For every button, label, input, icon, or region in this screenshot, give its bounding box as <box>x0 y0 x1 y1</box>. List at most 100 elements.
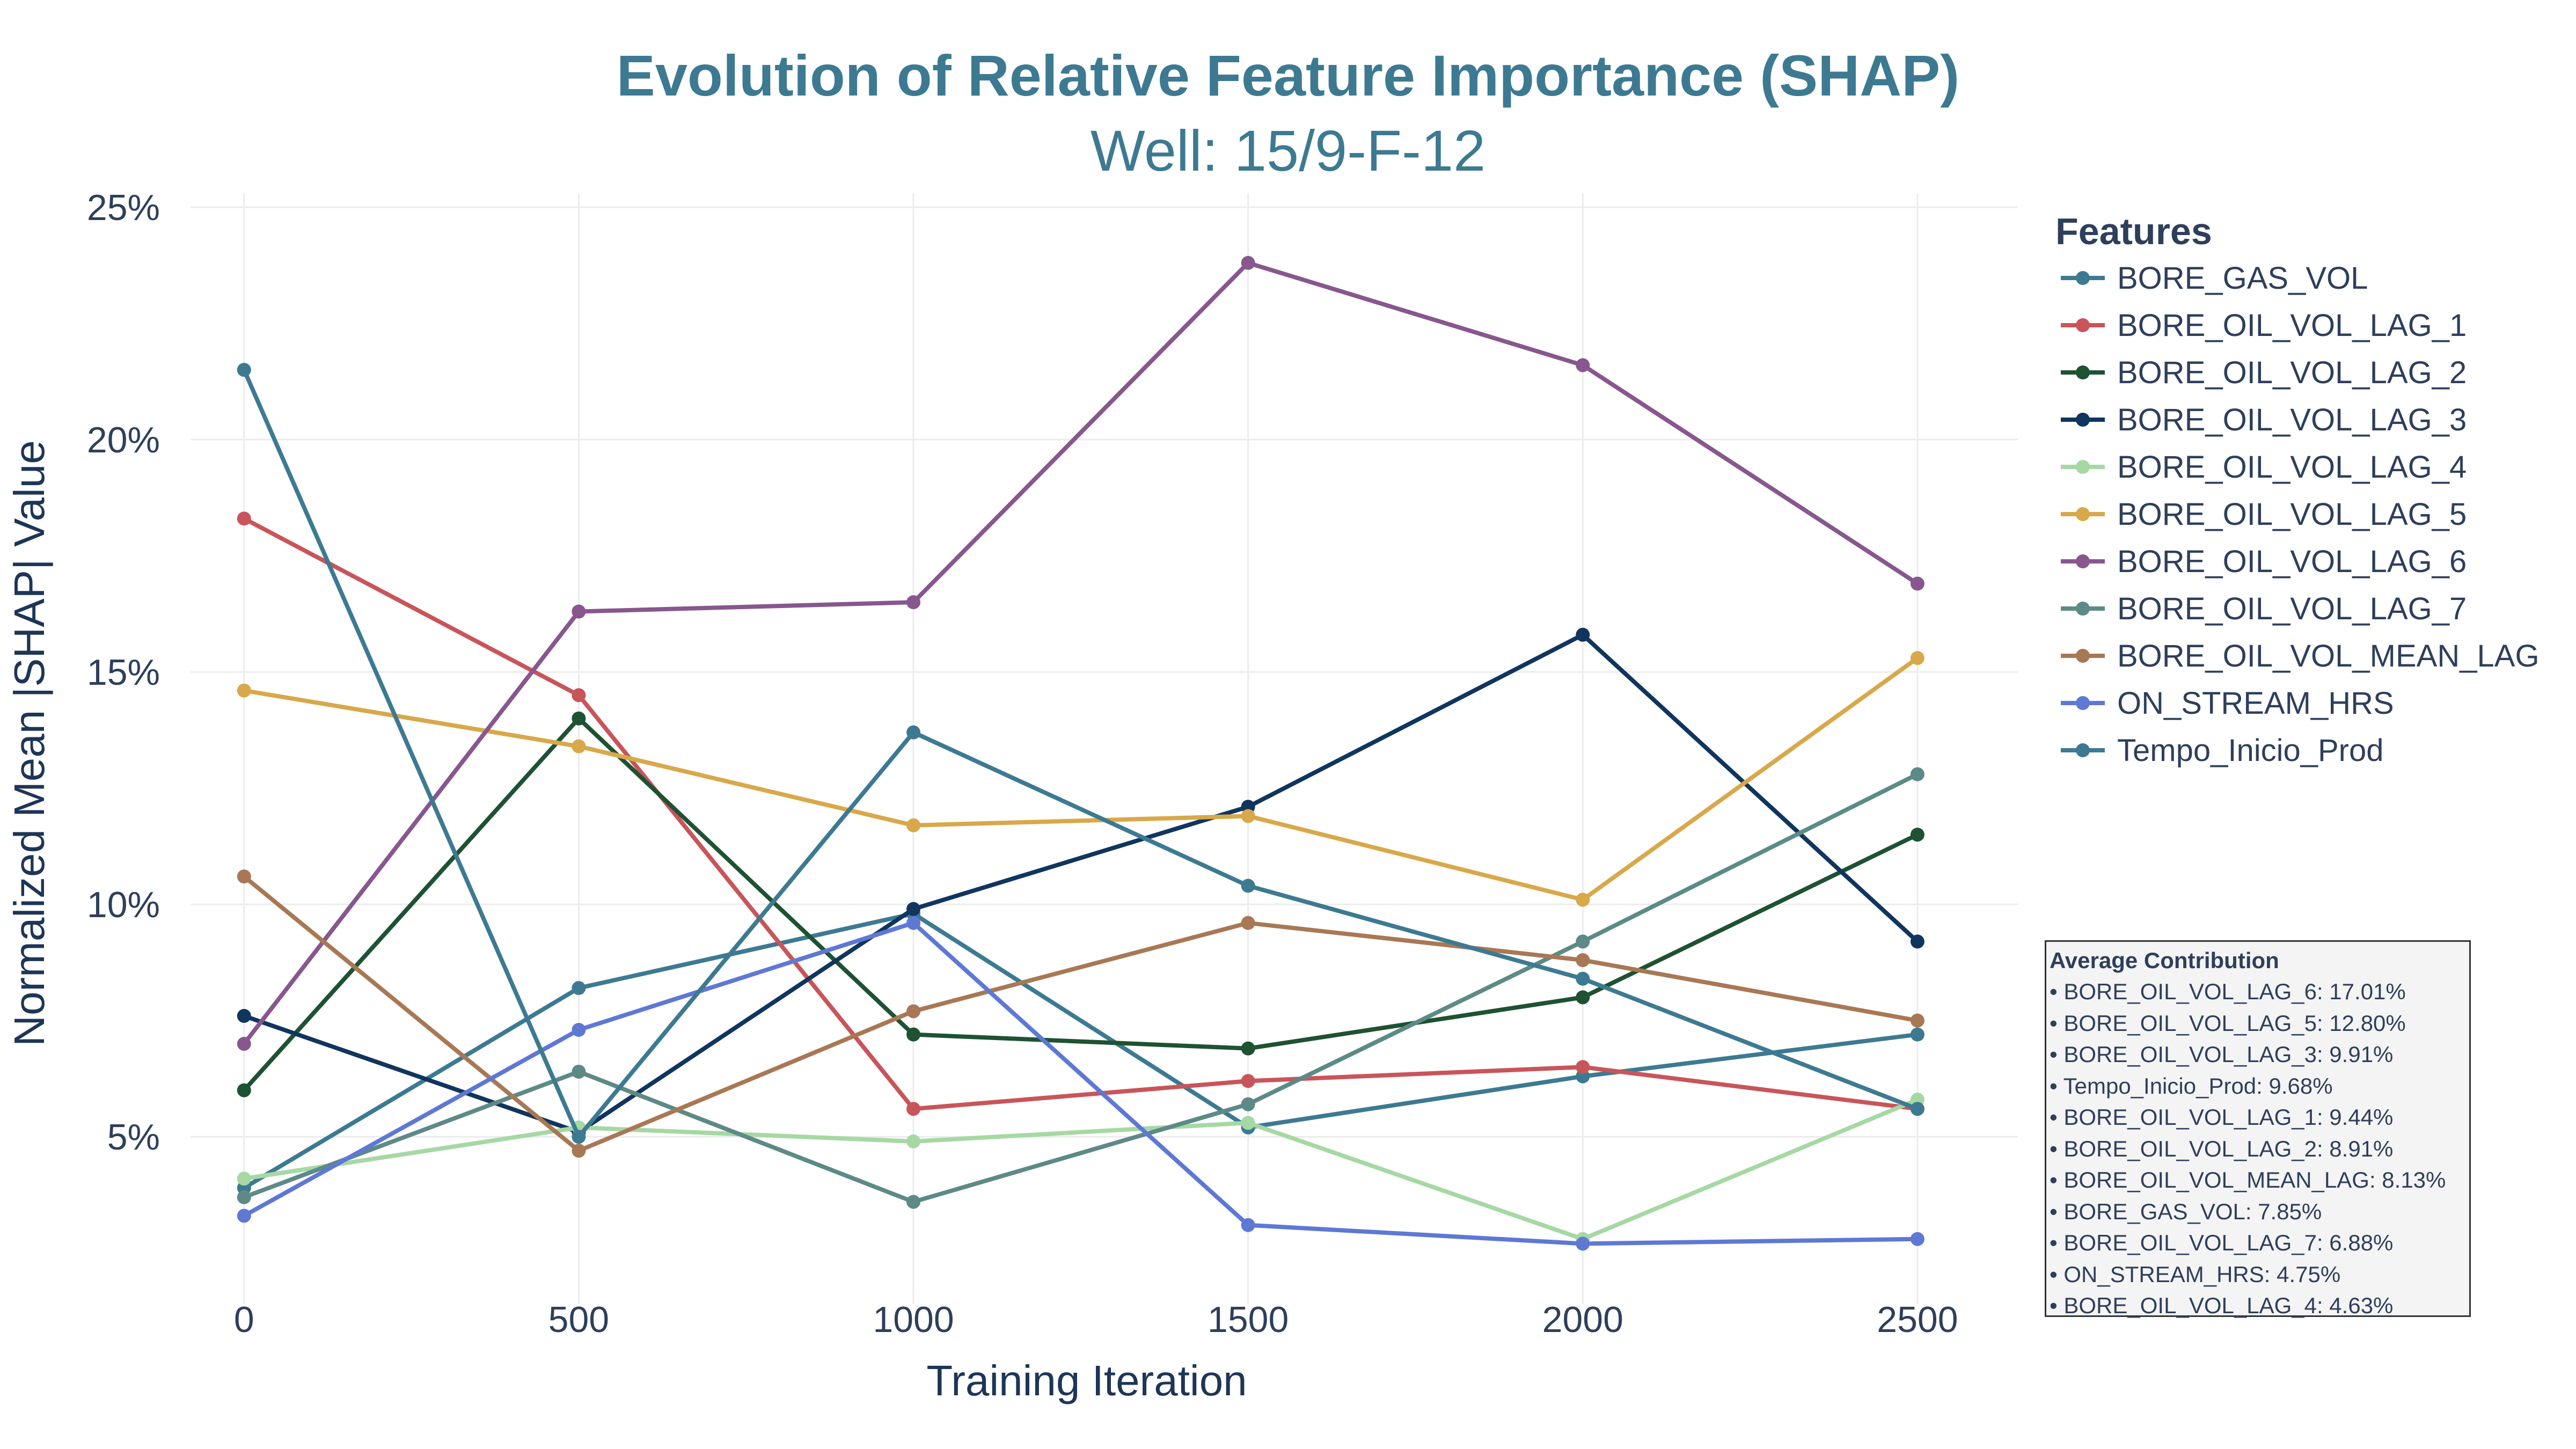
data-point <box>572 688 586 702</box>
data-point <box>1576 1060 1590 1074</box>
average-contribution-item: • BORE_OIL_VOL_LAG_6: 17.01% <box>2050 979 2406 1004</box>
data-point <box>237 683 251 698</box>
data-point <box>906 916 921 930</box>
legend: Features BORE_GAS_VOL BORE_OIL_VOL_LAG_1 B… <box>2055 210 2540 768</box>
legend-item: BORE_OIL_VOL_LAG_7 <box>2061 591 2467 626</box>
legend-label: BORE_GAS_VOL <box>2117 261 2368 296</box>
data-point <box>1576 1236 1590 1251</box>
legend-swatch-marker <box>2076 649 2090 663</box>
data-point <box>906 1004 921 1019</box>
average-contribution-item: • BORE_OIL_VOL_LAG_2: 8.91% <box>2050 1136 2394 1161</box>
legend-swatch-marker <box>2076 554 2090 568</box>
average-contribution-item: • ON_STREAM_HRS: 4.75% <box>2050 1261 2341 1287</box>
legend-swatch-marker <box>2076 318 2090 332</box>
legend-label: BORE_OIL_VOL_LAG_1 <box>2117 308 2467 343</box>
data-point <box>1910 1013 1924 1028</box>
data-point <box>1241 1074 1255 1088</box>
y-tick-label: 10% <box>87 884 160 925</box>
legend-swatch-marker <box>2076 696 2090 710</box>
series-group <box>237 255 1924 1051</box>
series-line <box>244 1097 1919 1241</box>
legend-label: ON_STREAM_HRS <box>2117 686 2394 721</box>
data-point <box>1910 934 1924 949</box>
data-point <box>572 1144 586 1158</box>
grid <box>191 193 2018 1304</box>
data-point <box>906 1134 921 1148</box>
average-contribution-box: Average Contribution • BORE_OIL_VOL_LAG_… <box>2045 940 2471 1318</box>
data-point <box>906 1102 921 1116</box>
series-line <box>243 911 1918 1190</box>
data-point <box>237 1172 251 1186</box>
legend-label: BORE_OIL_VOL_LAG_5 <box>2117 497 2467 532</box>
data-point <box>572 604 586 619</box>
legend-label: BORE_OIL_VOL_MEAN_LAG <box>2117 639 2540 674</box>
data-point <box>237 1083 251 1097</box>
data-point <box>1241 879 1255 893</box>
x-tick-label: 1500 <box>1208 1299 1289 1340</box>
legend-item: BORE_OIL_VOL_LAG_3 <box>2061 402 2467 437</box>
legend-label: BORE_OIL_VOL_LAG_6 <box>2117 544 2467 579</box>
average-contribution-list: • BORE_OIL_VOL_LAG_6: 17.01% • BORE_OIL_V… <box>2050 976 2466 1322</box>
data-point <box>572 1064 586 1079</box>
data-point <box>1576 953 1590 968</box>
legend-swatch-marker <box>2076 460 2090 474</box>
legend-item: BORE_OIL_VOL_LAG_6 <box>2061 544 2467 579</box>
legend-item: ON_STREAM_HRS <box>2061 686 2394 721</box>
data-point <box>1241 916 1255 930</box>
x-tick-label: 0 <box>234 1299 254 1340</box>
series-line <box>244 656 1919 902</box>
data-point <box>237 511 251 526</box>
series-line <box>243 875 1918 1153</box>
average-contribution-item: • BORE_OIL_VOL_LAG_3: 9.91% <box>2050 1042 2394 1067</box>
series-line <box>243 516 1918 1111</box>
plot-area <box>237 255 1924 1251</box>
legend-item: BORE_OIL_VOL_LAG_1 <box>2061 308 2467 343</box>
series-group <box>237 627 1924 1139</box>
series-line <box>243 772 1919 1204</box>
legend-label: Tempo_Inicio_Prod <box>2117 733 2384 768</box>
legend-label: BORE_OIL_VOL_LAG_3 <box>2117 402 2467 437</box>
data-point <box>1910 576 1924 591</box>
data-point <box>1576 892 1590 907</box>
chart-subtitle: Well: 15/9-F-12 <box>1091 118 1485 183</box>
legend-label: BORE_OIL_VOL_LAG_4 <box>2117 450 2467 485</box>
y-tick-label: 20% <box>87 420 160 460</box>
series-line <box>242 260 1919 1045</box>
legend-item: BORE_GAS_VOL <box>2061 261 2368 296</box>
data-point <box>906 1195 921 1209</box>
legend-swatch-marker <box>2076 602 2090 616</box>
legend-swatch-marker <box>2076 365 2090 379</box>
y-tick-label: 15% <box>87 652 160 693</box>
data-point <box>1910 767 1924 781</box>
average-contribution-item: • BORE_OIL_VOL_LAG_5: 12.80% <box>2050 1010 2406 1036</box>
series-group <box>237 363 1924 1144</box>
data-point <box>1910 1102 1924 1116</box>
series-group <box>237 869 1924 1158</box>
legend-item: BORE_OIL_VOL_LAG_2 <box>2061 355 2467 390</box>
legend-item: Tempo_Inicio_Prod <box>2061 733 2384 768</box>
data-point <box>237 363 251 377</box>
data-point <box>1576 627 1590 642</box>
axis-ticks: 0 500 1000 1500 2000 2500 5% 10% 15% 20% 25% <box>87 187 1958 1340</box>
data-point <box>906 902 921 916</box>
data-point <box>1576 358 1590 372</box>
data-point <box>1910 651 1924 665</box>
average-contribution-item: • Tempo_Inicio_Prod: 9.68% <box>2050 1073 2333 1099</box>
series-line <box>243 632 1919 1135</box>
data-point <box>572 1130 586 1144</box>
average-contribution-item: • BORE_OIL_VOL_LAG_4: 4.63% <box>2050 1293 2394 1318</box>
data-point <box>237 1009 251 1023</box>
x-tick-label: 2000 <box>1542 1299 1623 1340</box>
series-group <box>237 916 1924 1251</box>
data-point <box>1241 1041 1255 1056</box>
data-point <box>572 711 586 726</box>
y-tick-label: 25% <box>87 187 160 228</box>
average-contribution-item: • BORE_OIL_VOL_LAG_1: 9.44% <box>2050 1104 2394 1130</box>
legend-item: BORE_OIL_VOL_LAG_4 <box>2061 450 2467 485</box>
series-group <box>237 767 1924 1209</box>
legend-swatch-marker <box>2076 507 2090 521</box>
data-point <box>572 739 586 753</box>
series-line <box>242 369 1919 1139</box>
average-contribution-item: • BORE_OIL_VOL_MEAN_LAG: 8.13% <box>2050 1167 2446 1192</box>
data-point <box>906 725 921 740</box>
